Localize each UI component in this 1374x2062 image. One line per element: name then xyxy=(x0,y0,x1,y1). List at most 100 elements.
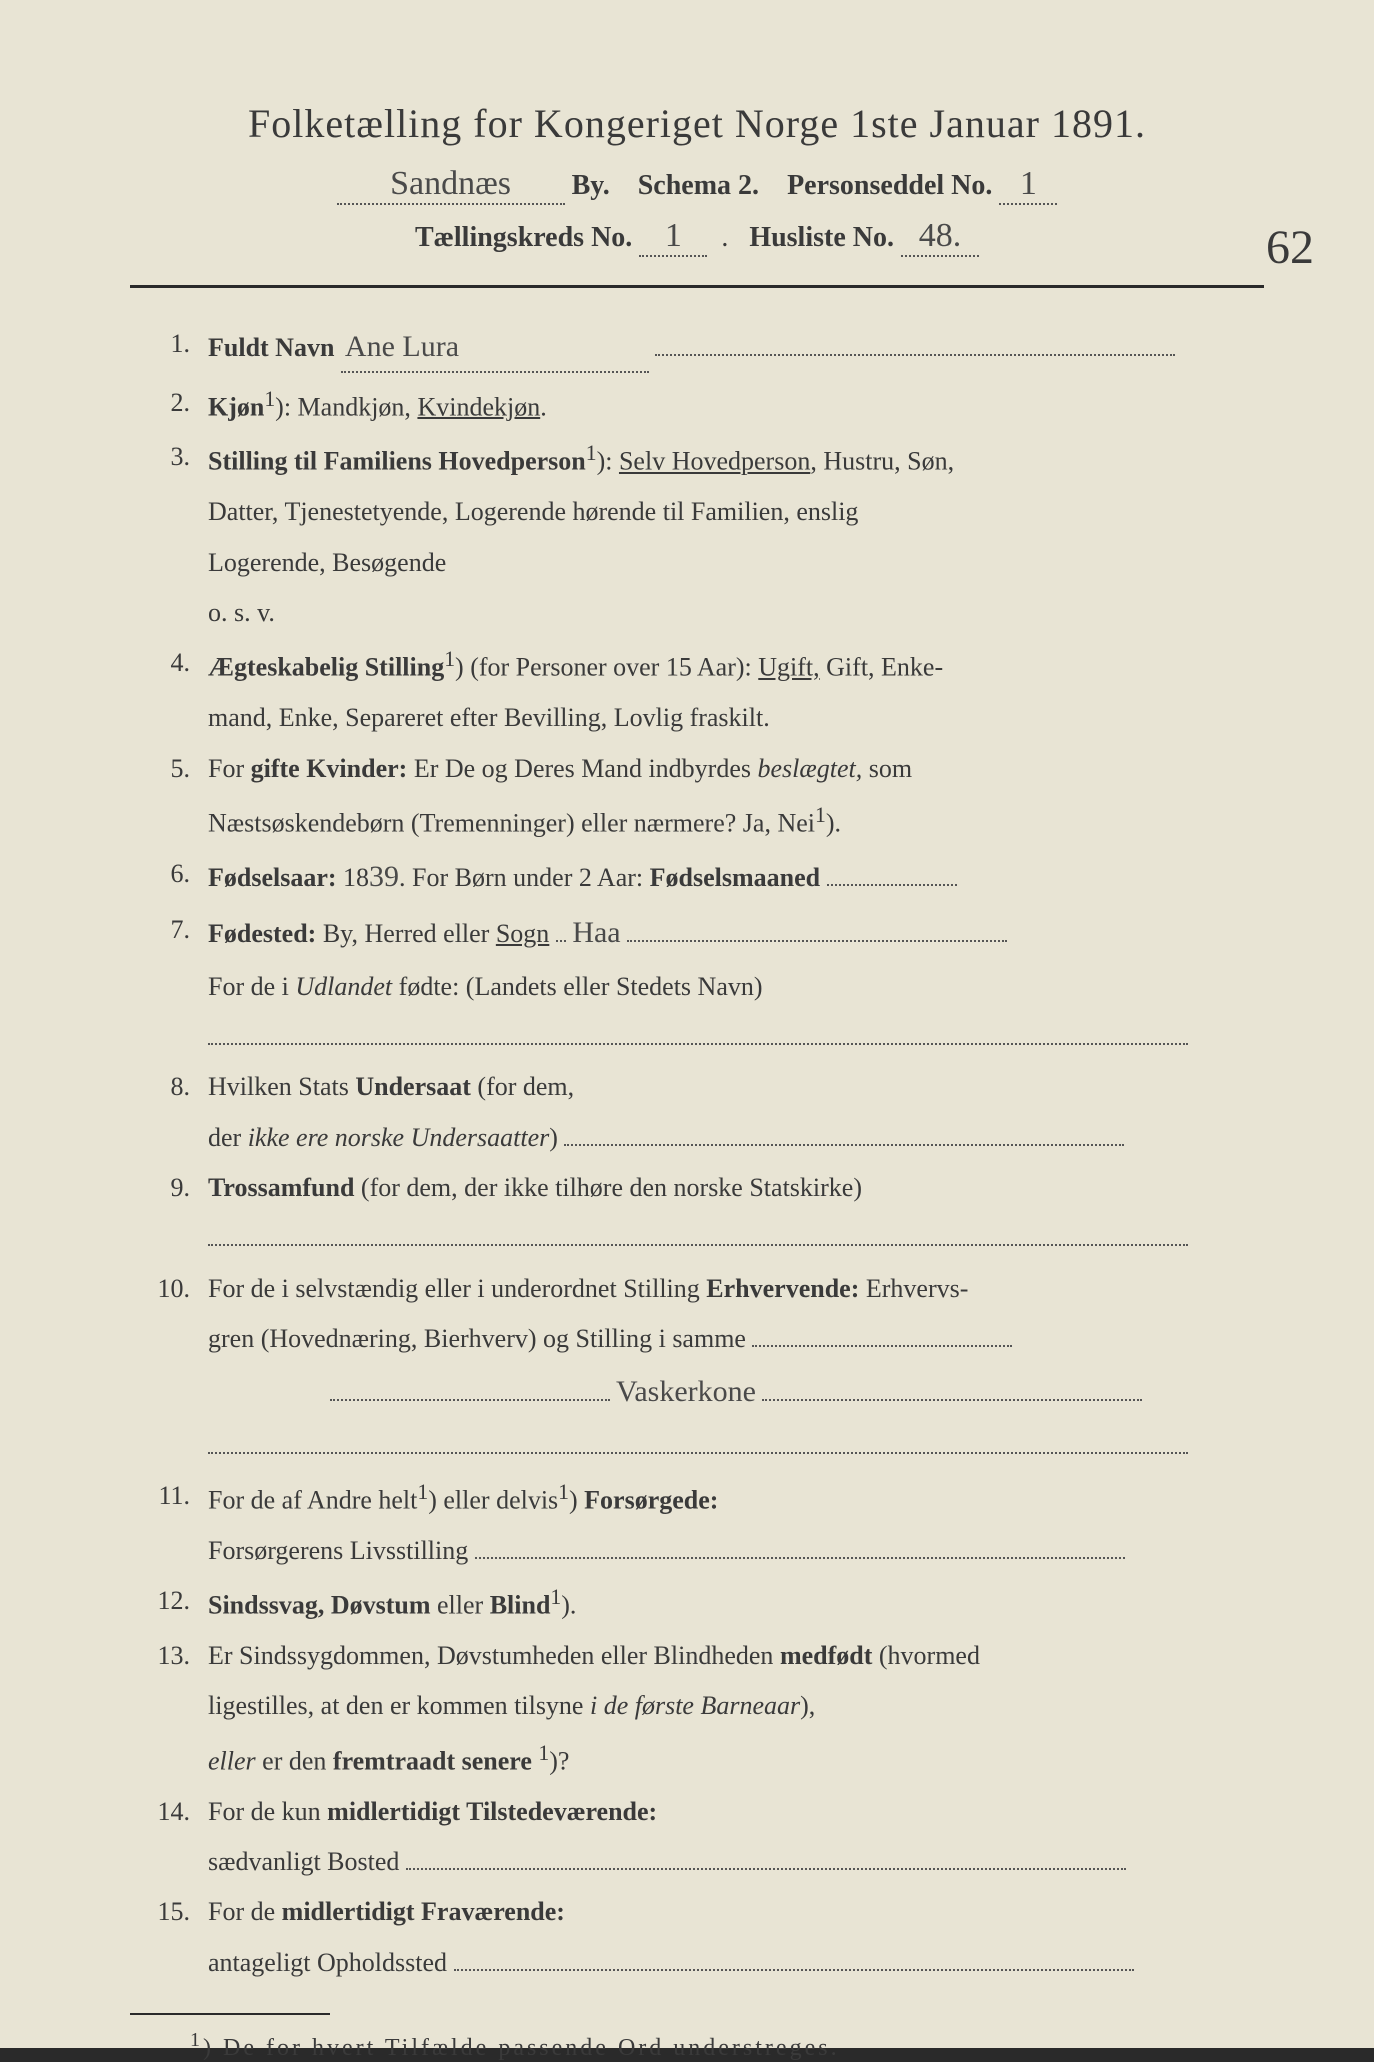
item-5-line2: Næstsøskendebørn (Tremenninger) eller næ… xyxy=(130,799,1264,844)
t2: Er De og Deres Mand indbyrdes xyxy=(407,754,757,783)
item-1: 1. Fuldt Navn Ane Lura xyxy=(130,324,1264,373)
side-number: 62 xyxy=(1266,220,1314,275)
kreds-label: Tællingskreds No. xyxy=(415,222,632,253)
t2: (for dem, xyxy=(471,1072,574,1101)
it1: Udlandet xyxy=(295,972,392,1001)
label: Kjøn xyxy=(208,392,264,421)
b1: Sindssvag, Døvstum xyxy=(208,1591,431,1620)
item-5: 5. For gifte Kvinder: Er De og Deres Man… xyxy=(130,749,1264,789)
item-4: 4. Ægteskabelig Stilling1) (for Personer… xyxy=(130,643,1264,688)
tail: ). xyxy=(561,1591,576,1620)
t1: eller xyxy=(431,1591,490,1620)
item-11-line2: Forsørgerens Livsstilling xyxy=(130,1531,1264,1571)
item-num: 6. xyxy=(130,854,208,901)
t1: For de af Andre helt xyxy=(208,1486,417,1515)
item-num: 13. xyxy=(130,1636,208,1676)
sup: 1 xyxy=(815,803,826,827)
fill xyxy=(208,1452,1188,1454)
t1: For de kun xyxy=(208,1797,327,1826)
item-7-blank xyxy=(130,1017,1264,1057)
rest: (for dem, der ikke tilhøre den norske St… xyxy=(354,1173,862,1202)
item-13: 13. Er Sindssygdommen, Døvstumheden elle… xyxy=(130,1636,1264,1676)
b1: midlertidigt Fraværende: xyxy=(282,1897,565,1926)
divider-main xyxy=(130,285,1264,288)
fill xyxy=(208,1043,1188,1045)
rest: ) (for Personer over 15 Aar): xyxy=(455,653,758,682)
rest: ): xyxy=(597,447,619,476)
item-num: 5. xyxy=(130,749,208,789)
label: Trossamfund xyxy=(208,1173,354,1202)
selected: Sogn xyxy=(496,919,549,948)
sup2: 1 xyxy=(558,1480,569,1504)
item-11: 11. For de af Andre helt1) eller delvis1… xyxy=(130,1476,1264,1521)
footnote-rule xyxy=(130,2013,330,2015)
item-num: 7. xyxy=(130,910,208,957)
item-num: 1. xyxy=(130,324,208,373)
by-label: By. xyxy=(572,170,610,201)
item-num: 4. xyxy=(130,643,208,688)
it1: ikke ere norske Undersaatter xyxy=(248,1123,550,1152)
label: Ægteskabelig Stilling xyxy=(208,653,444,682)
item-12: 12. Sindssvag, Døvstum eller Blind1). xyxy=(130,1581,1264,1626)
item-15-line2: antageligt Opholdssted xyxy=(130,1943,1264,1983)
label: Fuldt Navn xyxy=(208,333,334,362)
rest: ): Mandkjøn, xyxy=(275,392,417,421)
census-form-page: Folketælling for Kongeriget Norge 1ste J… xyxy=(0,0,1374,2048)
selected: Kvindekjøn xyxy=(417,392,540,421)
kreds-value: 1 xyxy=(639,217,707,257)
item-7: 7. Fødested: By, Herred eller Sogn Haa xyxy=(130,910,1264,957)
occupation-value: Vaskerkone xyxy=(616,1375,756,1408)
fill xyxy=(475,1557,1125,1559)
item-4-line2: mand, Enke, Separeret efter Bevilling, L… xyxy=(130,698,1264,738)
husliste-label: Husliste No. xyxy=(749,222,894,253)
b1: Undersaat xyxy=(355,1072,471,1101)
item-3-line3: Logerende, Besøgende xyxy=(130,543,1264,583)
it1: beslægtet, xyxy=(758,754,863,783)
item-3-line2: Datter, Tjenestetyende, Logerende hørend… xyxy=(130,492,1264,532)
fill xyxy=(762,1399,1142,1401)
rest: . For Børn under 2 Aar: xyxy=(399,863,650,892)
rest: By, Herred eller xyxy=(316,919,496,948)
label: Fødselsaar: xyxy=(208,863,337,892)
item-15: 15. For de midlertidigt Fraværende: xyxy=(130,1892,1264,1932)
l2: Forsørgerens Livsstilling xyxy=(208,1536,468,1565)
personseddel-value: 1 xyxy=(999,165,1057,205)
item-13-line2: ligestilles, at den er kommen tilsyne i … xyxy=(130,1686,1264,1726)
sup: 1 xyxy=(586,441,597,465)
item-13-line3: eller er den fremtraadt senere 1)? xyxy=(130,1737,1264,1782)
it1: i de første Barneaar xyxy=(590,1691,800,1720)
item-14: 14. For de kun midlertidigt Tilstedevære… xyxy=(130,1792,1264,1832)
t1: For de xyxy=(208,1897,282,1926)
t1: Hvilken Stats xyxy=(208,1072,355,1101)
fill xyxy=(208,1244,1188,1246)
item-9-blank xyxy=(130,1218,1264,1258)
fill xyxy=(827,884,957,886)
form-items: 1. Fuldt Navn Ane Lura 2. Kjøn 1 ): Mandkj… xyxy=(130,324,1264,1983)
l3b: er den xyxy=(256,1746,333,1775)
b2: Blind xyxy=(490,1591,551,1620)
l2a: Næstsøskendebørn (Tremenninger) eller næ… xyxy=(208,809,815,838)
item-3-line4: o. s. v. xyxy=(130,593,1264,633)
name-value: Ane Lura xyxy=(341,324,649,373)
b1: gifte Kvinder: xyxy=(251,754,408,783)
t1: For xyxy=(208,754,251,783)
item-num: 12. xyxy=(130,1581,208,1626)
t3: som xyxy=(862,754,912,783)
item-10: 10. For de i selvstændig eller i underor… xyxy=(130,1269,1264,1309)
fill xyxy=(627,940,1007,942)
item-num: 2. xyxy=(130,383,208,428)
fill xyxy=(406,1868,1126,1870)
by-value: Sandnæs xyxy=(337,165,565,205)
item-num: 15. xyxy=(130,1892,208,1932)
sup: 1 xyxy=(444,647,455,671)
l2a: ligestilles, at den er kommen tilsyne xyxy=(208,1691,590,1720)
item-num: 10. xyxy=(130,1269,208,1309)
t2: (hvormed xyxy=(872,1641,980,1670)
l3c: )? xyxy=(549,1746,569,1775)
label: Fødested: xyxy=(208,919,316,948)
b1: medfødt xyxy=(780,1641,872,1670)
l2b: fødte: (Landets eller Stedets Navn) xyxy=(392,972,762,1001)
l2b: ). xyxy=(826,809,841,838)
l2: antageligt Opholdssted xyxy=(208,1948,447,1977)
birthplace-value: Haa xyxy=(572,916,620,949)
